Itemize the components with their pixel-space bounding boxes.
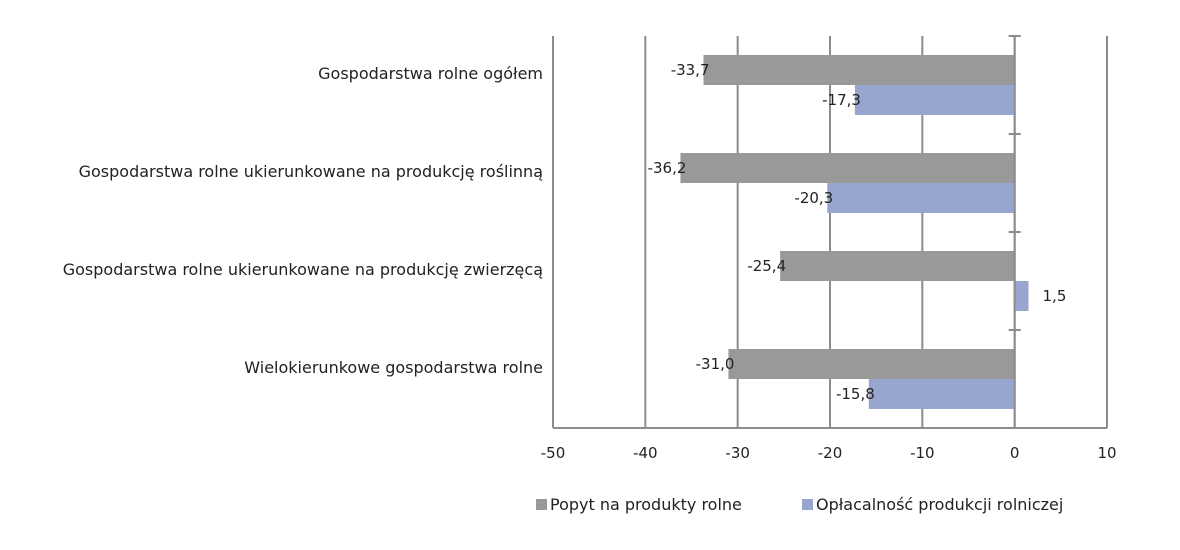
x-tick-label: 10: [1097, 444, 1116, 462]
data-label: -17,3: [822, 91, 861, 109]
data-label: 1,5: [1043, 287, 1067, 305]
legend-swatch: [802, 499, 813, 510]
x-tick-label: -50: [541, 444, 566, 462]
x-tick-label: -20: [818, 444, 843, 462]
bar: [780, 251, 1015, 281]
data-label: -20,3: [794, 189, 833, 207]
x-tick-label: 0: [1010, 444, 1020, 462]
data-label: -31,0: [696, 355, 735, 373]
legend: Popyt na produkty rolne Opłacalność produ…: [536, 495, 1063, 514]
legend-swatch: [536, 499, 547, 510]
data-label: -15,8: [836, 385, 875, 403]
data-label: -25,4: [747, 257, 786, 275]
category-label: Wielokierunkowe gospodarstwa rolne: [244, 358, 543, 377]
legend-label: Opłacalność produkcji rolniczej: [816, 495, 1063, 514]
category-labels: Gospodarstwa rolne ogółem Gospodarstwa ro…: [63, 64, 543, 377]
bar: [1014, 281, 1029, 311]
axes: [553, 35, 1107, 429]
x-tick-label: -40: [633, 444, 658, 462]
data-labels: -33,7 -36,2 -25,4 -31,0 -17,3 -20,3 1,5 -15,8: [648, 61, 1067, 403]
bar: [703, 55, 1015, 85]
data-label: -36,2: [648, 159, 687, 177]
bar: [827, 183, 1015, 213]
legend-label: Popyt na produkty rolne: [550, 495, 742, 514]
bar: [854, 85, 1015, 115]
category-label: Gospodarstwa rolne ukierunkowane na prod…: [79, 162, 543, 181]
data-label: -33,7: [671, 61, 710, 79]
x-tick-label: -30: [725, 444, 750, 462]
bar: [728, 349, 1015, 379]
x-tick-labels: -50 -40 -30 -20 -10 0 10: [541, 444, 1117, 462]
x-tick-label: -10: [910, 444, 935, 462]
bars: [680, 55, 1029, 409]
category-label: Gospodarstwa rolne ogółem: [318, 64, 543, 83]
bar: [680, 153, 1015, 183]
category-label: Gospodarstwa rolne ukierunkowane na prod…: [63, 260, 543, 279]
bar: [868, 379, 1015, 409]
